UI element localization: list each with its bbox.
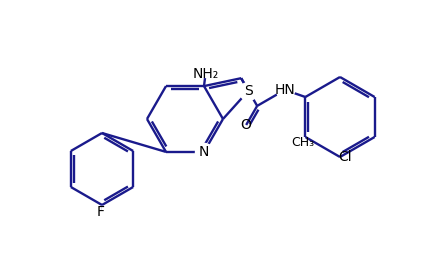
Text: CH₃: CH₃ (291, 135, 314, 149)
Text: Cl: Cl (338, 150, 352, 164)
Text: HN: HN (275, 83, 295, 97)
Text: S: S (244, 84, 253, 98)
Text: N: N (199, 145, 209, 159)
Text: F: F (97, 205, 105, 219)
Text: NH₂: NH₂ (193, 67, 219, 81)
Text: O: O (241, 118, 252, 132)
